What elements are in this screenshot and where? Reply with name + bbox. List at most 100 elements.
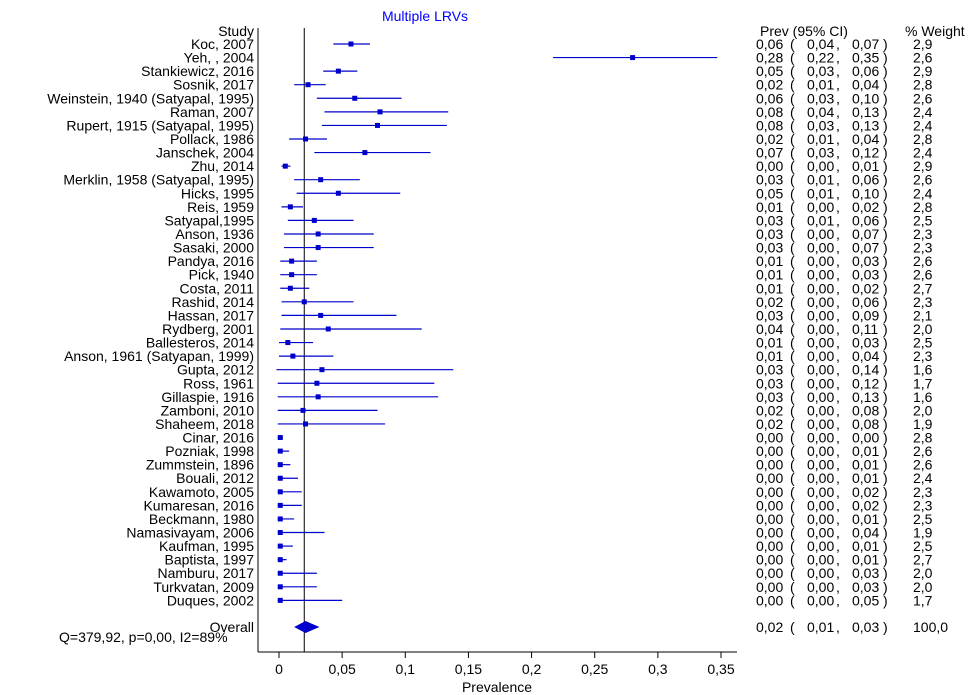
study-ci-lower: 0,00	[807, 430, 834, 446]
ci-close-paren: )	[883, 50, 888, 66]
study-label: Hicks, 1995	[181, 185, 254, 201]
study-ci-upper: 0,03	[852, 267, 879, 283]
study-point	[315, 394, 321, 400]
study-ci-upper: 0,35	[852, 50, 879, 66]
study-ci-lower: 0,00	[807, 525, 834, 541]
ci-open-paren: (	[790, 362, 795, 378]
study-prev-value: 0,00	[756, 525, 783, 541]
study-prev-value: 0,01	[756, 267, 783, 283]
ci-close-paren: )	[883, 497, 888, 513]
ci-close-paren: )	[883, 470, 888, 486]
study-prev-value: 0,00	[756, 457, 783, 473]
study-label: Kumaresan, 2016	[143, 497, 254, 513]
study-ci-upper: 0,01	[852, 538, 879, 554]
ci-comma: ,	[836, 565, 840, 581]
study-prev-value: 0,07	[756, 145, 783, 161]
study-row: Turkvatan, 2009 0,00 (0,00, 0,03) 2,0	[153, 579, 932, 595]
x-axis-label: Prevalence	[462, 679, 532, 695]
ci-close-paren: )	[883, 158, 888, 174]
x-tick-label: 0,15	[455, 661, 482, 677]
study-row: Cinar, 2016 0,00(0,00, 0,00) 2,8	[182, 430, 932, 446]
ci-open-paren: (	[790, 321, 795, 337]
ci-open-paren: (	[790, 145, 795, 161]
study-label: Rydberg, 2001	[162, 321, 254, 337]
study-weight: 2,3	[913, 497, 933, 513]
study-row: Pick, 1940 0,01 (0,00, 0,03) 2,6	[189, 267, 933, 283]
study-point	[277, 435, 283, 441]
study-ci-lower: 0,03	[807, 117, 834, 133]
study-point	[311, 217, 317, 223]
ci-close-paren: )	[883, 348, 888, 364]
study-weight: 2,5	[913, 538, 933, 554]
study-prev-value: 0,03	[756, 172, 783, 188]
ci-open-paren: (	[790, 565, 795, 581]
x-tick-label: 0,25	[581, 661, 608, 677]
study-label: Zummstein, 1896	[146, 457, 254, 473]
study-ci-upper: 0,01	[852, 470, 879, 486]
ci-open-paren: (	[790, 90, 795, 106]
ci-open-paren: (	[790, 131, 795, 147]
study-row: Anson, 1936 0,03 (0,00, 0,07) 2,3	[175, 226, 932, 242]
ci-open-paren: (	[790, 240, 795, 256]
ci-open-paren: (	[790, 226, 795, 242]
study-row: Bouali, 2012 0,00 (0,00, 0,01) 2,4	[176, 470, 933, 486]
study-row: Kaufman, 1995 0,00 (0,00, 0,01) 2,5	[159, 538, 933, 554]
ci-close-paren: )	[883, 362, 888, 378]
study-point	[314, 380, 320, 386]
study-row: Duques, 2002 0,00 (0,00, 0,05) 1,7	[167, 592, 933, 608]
ci-comma: ,	[836, 77, 840, 93]
study-point	[335, 190, 341, 196]
study-label: Ballesteros, 2014	[146, 335, 254, 351]
study-label: Cinar, 2016	[182, 430, 254, 446]
study-prev-value: 0,02	[756, 294, 783, 310]
study-ci-lower: 0,00	[807, 565, 834, 581]
study-weight: 2,0	[913, 402, 933, 418]
study-ci-lower: 0,04	[807, 104, 834, 120]
ci-close-paren: )	[883, 389, 888, 405]
study-label: Rupert, 1915 (Satyapal, 1995)	[66, 117, 254, 133]
study-point	[362, 150, 368, 156]
study-label: Pollack, 1986	[170, 131, 254, 147]
study-label: Anson, 1961 (Satyapan, 1999)	[64, 348, 254, 364]
study-weight: 1,6	[913, 362, 933, 378]
study-ci-lower: 0,00	[807, 158, 834, 174]
study-ci-lower: 0,00	[807, 552, 834, 568]
overall-diamond	[294, 621, 320, 633]
study-label: Pick, 1940	[189, 267, 255, 283]
study-prev-value: 0,04	[756, 321, 783, 337]
ci-open-paren: (	[790, 511, 795, 527]
study-label: Hassan, 2017	[168, 307, 255, 323]
ci-open-paren: (	[790, 538, 795, 554]
study-weight: 2,7	[913, 280, 933, 296]
study-ci-upper: 0,03	[852, 579, 879, 595]
ci-open-paren: (	[790, 172, 795, 188]
ci-open-paren: (	[790, 294, 795, 310]
study-point	[277, 597, 283, 603]
study-row: Pollack, 1986 0,02 (0,01, 0,04) 2,8	[170, 131, 933, 147]
study-label: Turkvatan, 2009	[153, 579, 254, 595]
study-ci-upper: 0,02	[852, 280, 879, 296]
ci-comma: ,	[836, 172, 840, 188]
study-prev-value: 0,01	[756, 280, 783, 296]
study-prev-value: 0,02	[756, 416, 783, 432]
study-ci-upper: 0,07	[852, 36, 879, 52]
ci-open-paren: (	[790, 525, 795, 541]
ci-close-paren: )	[883, 117, 888, 133]
study-prev-value: 0,08	[756, 104, 783, 120]
study-weight: 2,4	[913, 104, 933, 120]
ci-open-paren: (	[790, 592, 795, 608]
study-ci-upper: 0,08	[852, 402, 879, 418]
study-label: Gillaspie, 1916	[161, 389, 254, 405]
study-point	[318, 177, 324, 183]
study-ci-lower: 0,01	[807, 172, 834, 188]
ci-close-paren: )	[883, 131, 888, 147]
study-label: Sasaki, 2000	[173, 240, 254, 256]
study-row: Pandya, 2016 0,01 (0,00, 0,03) 2,6	[168, 253, 933, 269]
study-point	[315, 245, 321, 251]
study-weight: 2,9	[913, 63, 933, 79]
study-point	[630, 55, 636, 61]
study-ci-lower: 0,04	[807, 36, 834, 52]
ci-comma: ,	[836, 131, 840, 147]
study-row: Koc, 2007 0,06 (0,04, 0,07) 2,9	[191, 36, 933, 52]
study-prev-value: 0,00	[756, 552, 783, 568]
